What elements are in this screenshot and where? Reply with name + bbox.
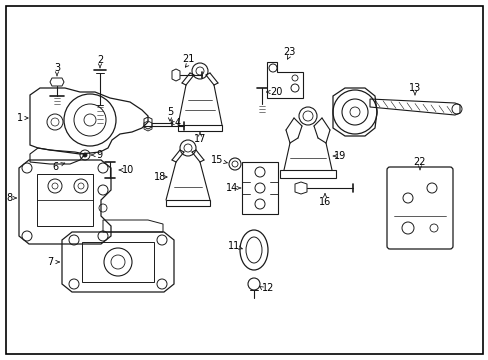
Text: 1: 1 [17, 113, 23, 123]
Bar [37, 174, 93, 226]
Text: 16: 16 [318, 197, 330, 207]
Text: 13: 13 [408, 83, 420, 93]
Text: 10: 10 [122, 165, 134, 175]
Text: 2: 2 [97, 55, 103, 65]
Text: 8: 8 [6, 193, 12, 203]
Text: 11: 11 [227, 241, 240, 251]
Text: 12: 12 [261, 283, 274, 293]
Text: 4: 4 [175, 118, 181, 128]
Circle shape [83, 153, 87, 157]
Text: 20: 20 [269, 87, 282, 97]
Text: 7: 7 [47, 257, 53, 267]
Text: 19: 19 [333, 151, 346, 161]
Bar [82, 242, 154, 282]
Text: 22: 22 [413, 157, 426, 167]
Text: 3: 3 [54, 63, 60, 73]
Text: 18: 18 [154, 172, 166, 182]
Text: 15: 15 [210, 155, 223, 165]
Text: 17: 17 [193, 134, 206, 144]
Text: 5: 5 [166, 107, 173, 117]
Text: 9: 9 [96, 150, 102, 160]
Text: 6: 6 [52, 162, 58, 172]
Text: 14: 14 [225, 183, 238, 193]
Text: 21: 21 [182, 54, 194, 64]
Text: 23: 23 [282, 47, 295, 57]
